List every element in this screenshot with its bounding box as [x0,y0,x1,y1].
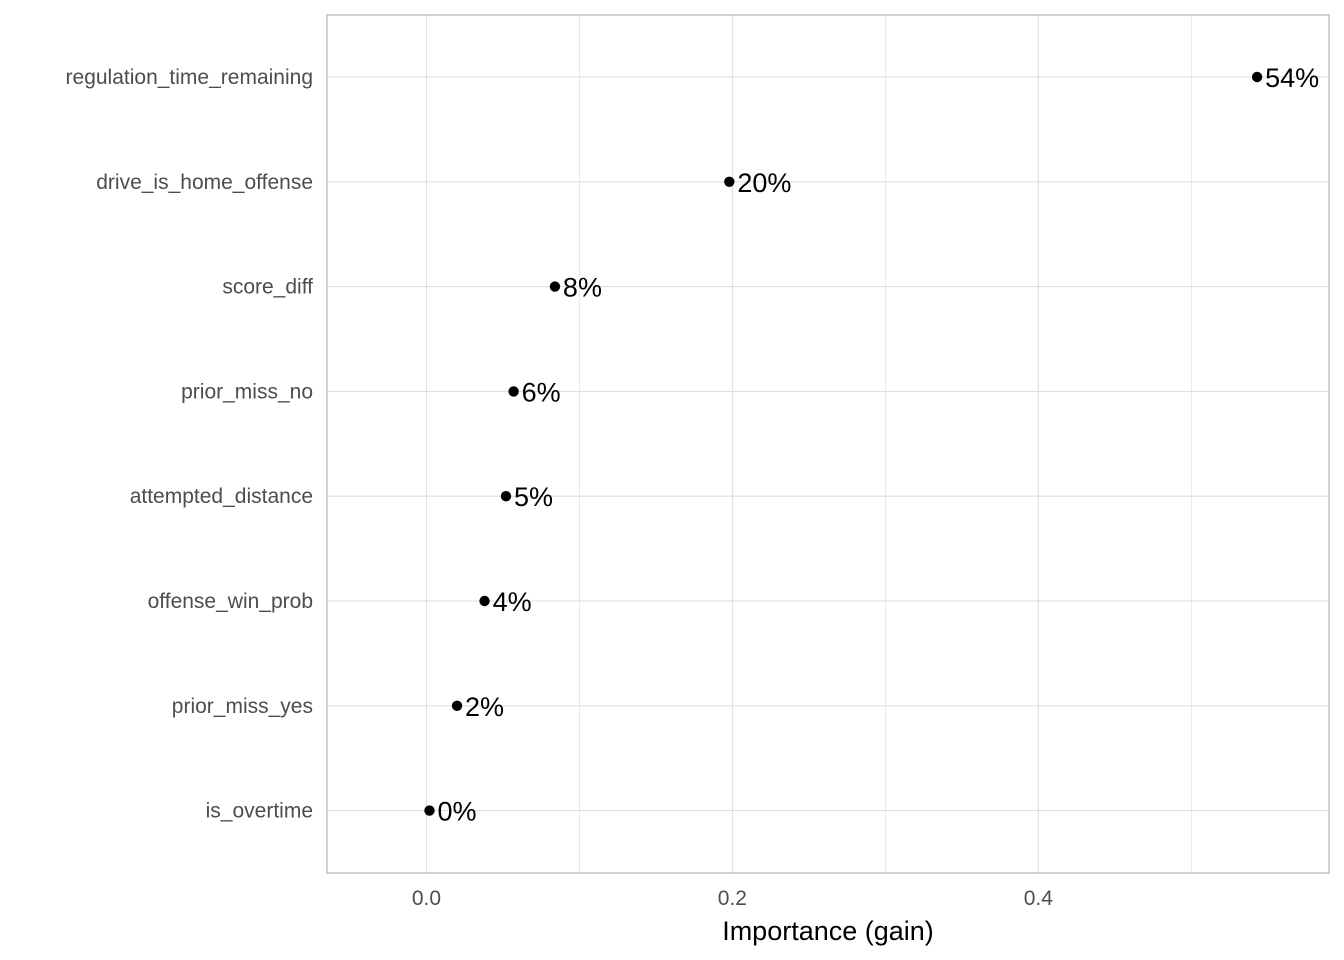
grid-layer [327,15,1329,873]
data-point [1251,71,1263,83]
data-label: 2% [465,692,504,722]
y-axis-tick-labels: regulation_time_remaining drive_is_home_o… [66,66,314,823]
data-point [549,281,561,292]
data-point [479,595,490,607]
y-tick-label: prior_miss_yes [172,695,313,718]
data-labels: 54% 20% 8% 6% 5% 4% 2% 0% [437,63,1319,827]
x-tick-label: 0.2 [718,887,747,910]
y-tick-label: drive_is_home_offense [96,171,313,194]
data-point [451,700,463,711]
data-label: 20% [737,168,791,198]
data-label: 5% [514,482,553,512]
data-point [500,491,512,502]
x-axis-tick-labels: 0.0 0.2 0.4 [412,887,1053,910]
panel-border [326,14,1330,874]
data-label: 0% [437,797,476,827]
data-label: 8% [563,273,602,303]
data-point [724,176,735,187]
y-tick-label: prior_miss_no [181,380,313,403]
x-axis-title: Importance (gain) [722,916,934,946]
y-tick-label: regulation_time_remaining [66,66,313,89]
x-tick-label: 0.0 [412,887,441,910]
data-label: 54% [1265,63,1319,93]
y-tick-label: score_diff [222,276,313,299]
data-label: 4% [493,587,532,617]
y-tick-label: is_overtime [206,800,313,823]
data-points [424,71,1263,816]
x-tick-label: 0.4 [1024,887,1054,910]
y-tick-label: attempted_distance [130,485,313,508]
data-point [424,805,435,816]
data-label: 6% [522,377,561,407]
data-point [508,386,519,397]
y-tick-label: offense_win_prob [148,590,313,613]
